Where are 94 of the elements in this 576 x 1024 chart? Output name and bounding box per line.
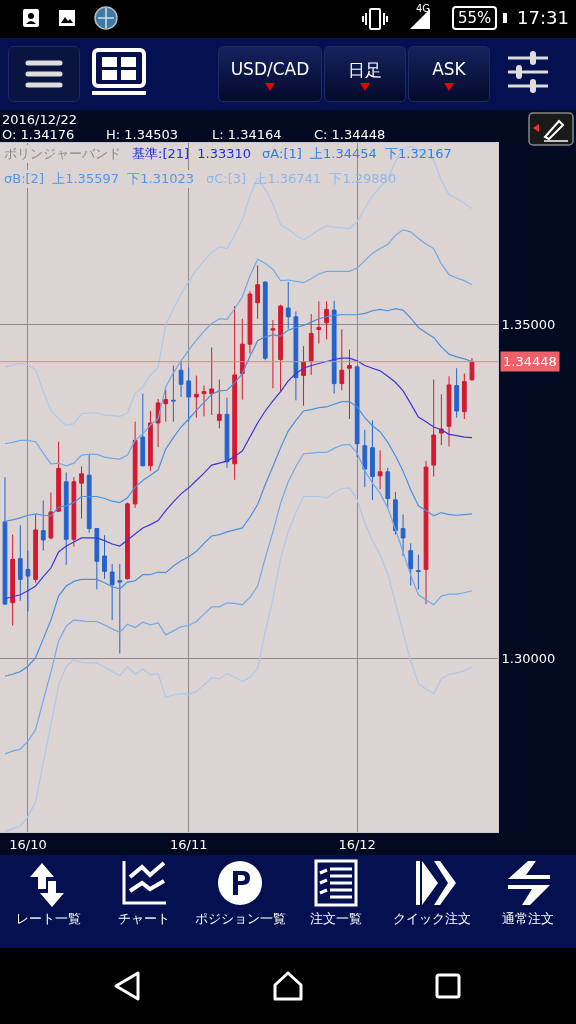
text: USD/CAD (229, 59, 311, 79)
candlestick (186, 367, 192, 423)
candlestick (431, 379, 437, 477)
text: O: 1.34176 (2, 127, 75, 142)
candlestick (416, 554, 421, 590)
candlestick (163, 389, 169, 423)
text: 55% (452, 6, 498, 30)
text: 注文一覧 (310, 911, 362, 926)
candlestick (400, 514, 406, 557)
candlestick (209, 346, 215, 416)
annotation: σA:[1] 上1.34454 下1.32167 (261, 145, 453, 163)
candlestick (79, 465, 84, 520)
line-series (4, 145, 473, 427)
candlestick (109, 563, 115, 621)
line-series (4, 487, 473, 832)
candlestick (278, 304, 283, 393)
text: ASK (431, 59, 467, 79)
candlestick (247, 290, 253, 355)
candlestick (193, 375, 199, 419)
candlestick (255, 264, 260, 320)
line-series (4, 401, 473, 677)
candlestick (377, 449, 383, 490)
candlestick (216, 379, 222, 429)
candlestick (140, 393, 146, 467)
line-series (4, 357, 473, 600)
candlestick (293, 310, 299, 401)
candlestick (94, 527, 100, 590)
candlestick (393, 491, 398, 536)
candlestick (148, 410, 153, 472)
text: L: 1.34164 (212, 127, 282, 142)
x-tick-label: 16/11 (169, 836, 208, 852)
candlestick (423, 460, 429, 605)
candlestick (232, 305, 238, 481)
candlestick (438, 393, 444, 446)
candlestick (262, 280, 268, 361)
y-tick-label: 1.35000 (501, 317, 556, 333)
line-series (4, 308, 473, 522)
candlestick (370, 419, 375, 501)
candlestick (86, 453, 92, 534)
text: 2016/12/22 (2, 112, 77, 127)
candlestick (25, 550, 31, 612)
candlestick (201, 385, 207, 417)
candlestick (224, 397, 230, 469)
candlestick (408, 542, 414, 586)
candlestick (301, 345, 306, 407)
line-series (4, 443, 473, 755)
candlestick (362, 429, 368, 488)
candlestick (354, 365, 360, 458)
candlestick (71, 476, 77, 548)
line-series (4, 229, 473, 467)
text: 4G (416, 3, 431, 14)
candlestick (56, 441, 61, 513)
text: 17:31 (517, 7, 569, 28)
candlestick (461, 373, 467, 420)
candlestick (178, 360, 184, 398)
annotation: ボリンジャーバンド (3, 145, 122, 163)
candlestick (308, 313, 314, 376)
text: H: 1.34503 (106, 127, 179, 142)
candlestick (239, 318, 245, 401)
candlestick (469, 357, 475, 382)
x-tick-label: 16/10 (9, 836, 47, 852)
candlestick (10, 534, 16, 626)
candlestick (125, 502, 130, 580)
candlestick (2, 476, 8, 606)
candlestick (316, 300, 322, 344)
text: C: 1.34448 (314, 127, 386, 142)
candlestick (347, 349, 352, 420)
candlestick (446, 375, 452, 447)
text: チャート (118, 911, 170, 926)
text: レート一覧 (14, 910, 82, 928)
text: 日足 (347, 59, 383, 82)
candlestick (324, 300, 329, 340)
ref-line-label: 1.34448 (503, 354, 557, 369)
candlestick (33, 514, 38, 584)
candlestick (17, 524, 23, 602)
candlestick (132, 421, 138, 509)
annotation: σB:[2] 上1.35597 下1.31023 (3, 170, 195, 188)
candlestick (331, 300, 337, 395)
candlestick (270, 319, 276, 389)
candlestick (102, 534, 107, 580)
candlestick (40, 500, 46, 552)
candlestick (63, 471, 69, 566)
candlestick (171, 365, 176, 423)
candlestick (339, 328, 345, 391)
candlestick (454, 367, 460, 419)
candlestick (48, 492, 54, 540)
x-tick-label: 16/12 (338, 836, 376, 852)
candlestick (285, 281, 291, 330)
candlestick (117, 563, 123, 655)
annotation: 基準:[21] 1.33310 (131, 145, 253, 163)
text: クイック注文 (392, 910, 472, 928)
y-tick-label: 1.30000 (501, 651, 556, 667)
text: ポジション一覧 (193, 910, 287, 928)
text: 通常注文 (501, 910, 555, 928)
